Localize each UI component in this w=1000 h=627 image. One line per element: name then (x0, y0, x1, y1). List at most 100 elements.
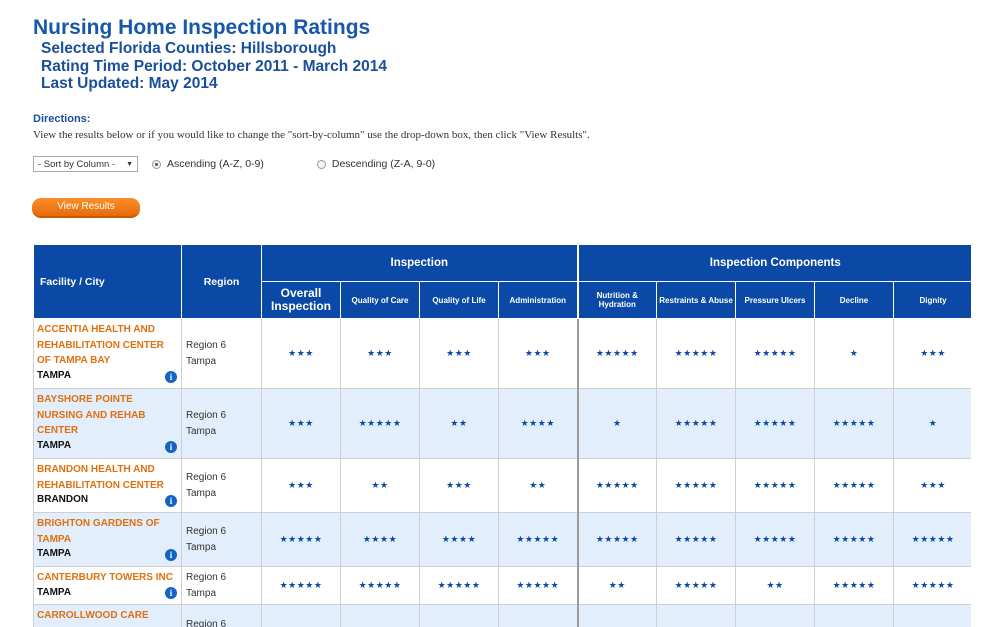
rating-stars (340, 604, 420, 627)
region-name: Region 6 (186, 471, 227, 483)
dropdown-arrow-icon: ▼ (126, 160, 133, 168)
rating-stars: ★★★★★ (893, 566, 971, 605)
rating-stars: ★★ (497, 458, 579, 513)
table-row: BAYSHORE POINTE NURSING AND REHAB CENTER… (33, 388, 971, 459)
region-city: Tampa (186, 541, 217, 553)
rating-stars: ★★★★★ (576, 512, 658, 567)
facility-cell: BRIGHTON GARDENS OF TAMPA TAMPA i (33, 512, 182, 567)
header-region[interactable]: Region (181, 244, 262, 319)
table-row: CANTERBURY TOWERS INC TAMPA i Region 6 Tampa… (33, 566, 971, 605)
rating-stars: ★★★★★ (656, 388, 737, 459)
region-cell: Region 6 Tampa (181, 388, 262, 459)
rating-stars: ★★★ (261, 388, 341, 459)
facility-name-link[interactable]: BRIGHTON GARDENS OF TAMPA (37, 518, 160, 545)
rating-stars: ★★★★★ (340, 388, 420, 459)
rating-stars: ★★★★★ (735, 318, 816, 389)
region-name: Region 6 (186, 339, 227, 351)
region-cell: Region 6 (181, 604, 262, 627)
rating-stars: ★★★ (419, 318, 499, 389)
facility-city: TAMPA (37, 439, 72, 451)
rating-stars (656, 604, 737, 627)
header-pressure[interactable]: Pressure Ulcers (735, 281, 816, 319)
rating-stars: ★★ (735, 566, 816, 605)
facility-cell: CARROLLWOOD CARE (33, 604, 182, 627)
header-quality-care[interactable]: Quality of Care (340, 281, 420, 319)
rating-stars: ★★★★★ (656, 318, 737, 389)
rating-stars: ★★★★★ (419, 566, 499, 605)
rating-stars: ★★★★★ (576, 458, 658, 513)
facility-cell: CANTERBURY TOWERS INC TAMPA i (33, 566, 182, 605)
rating-stars (893, 604, 971, 627)
rating-stars: ★★★★★ (814, 458, 895, 513)
directions-title: Directions: (33, 113, 91, 125)
facility-name-link[interactable]: CARROLLWOOD CARE (37, 610, 149, 621)
header-decline[interactable]: Decline (814, 281, 895, 319)
descending-radio[interactable] (316, 159, 326, 169)
header-components-group: Inspection Components (576, 244, 971, 282)
rating-stars: ★★★★★ (735, 458, 816, 513)
descending-option[interactable]: Descending (Z-A, 9-0) (316, 158, 435, 170)
rating-stars: ★★★ (893, 318, 971, 389)
header-overall[interactable]: Overall Inspection (261, 281, 341, 319)
sort-select-value: - Sort by Column - (38, 158, 116, 170)
page-title: Nursing Home Inspection Ratings (33, 16, 371, 39)
rating-stars: ★★★★★ (340, 566, 420, 605)
header-dignity[interactable]: Dignity (893, 281, 971, 319)
facility-name-link[interactable]: ACCENTIA HEALTH AND REHABILITATION CENTE… (37, 324, 164, 366)
rating-stars: ★★★★★ (735, 388, 816, 459)
rating-stars: ★ (576, 388, 658, 459)
rating-stars: ★★★★★ (893, 512, 971, 567)
rating-stars: ★★ (576, 566, 658, 605)
facility-cell: ACCENTIA HEALTH AND REHABILITATION CENTE… (33, 318, 182, 389)
region-cell: Region 6 Tampa (181, 566, 262, 605)
region-cell: Region 6 Tampa (181, 458, 262, 513)
info-icon[interactable]: i (165, 587, 177, 599)
last-updated: Last Updated: May 2014 (41, 75, 218, 92)
region-name: Region 6 (186, 618, 227, 627)
rating-stars: ★★★★ (419, 512, 499, 567)
selected-counties: Selected Florida Counties: Hillsborough (41, 40, 337, 57)
region-cell: Region 6 Tampa (181, 318, 262, 389)
rating-stars: ★★★ (261, 318, 341, 389)
header-quality-life[interactable]: Quality of Life (419, 281, 499, 319)
facility-city: BRANDON (37, 494, 89, 505)
facility-name-link[interactable]: BRANDON HEALTH AND REHABILITATION CENTER (37, 464, 164, 491)
header-administration[interactable]: Administration (497, 281, 579, 319)
table-row: ACCENTIA HEALTH AND REHABILITATION CENTE… (33, 318, 971, 389)
region-city: Tampa (186, 487, 217, 499)
info-icon[interactable]: i (165, 549, 177, 561)
view-results-button[interactable]: View Results (32, 198, 140, 218)
facility-cell: BAYSHORE POINTE NURSING AND REHAB CENTER… (33, 388, 182, 459)
ascending-radio[interactable] (152, 159, 161, 169)
rating-stars: ★★★★★ (261, 566, 341, 605)
rating-stars: ★★★★★ (497, 512, 579, 567)
facility-cell: BRANDON HEALTH AND REHABILITATION CENTER… (33, 458, 182, 513)
rating-stars: ★★★★★ (261, 512, 341, 567)
info-icon[interactable]: i (165, 441, 177, 453)
rating-stars: ★★★★★ (814, 388, 895, 459)
region-name: Region 6 (186, 571, 227, 583)
info-icon[interactable]: i (165, 495, 177, 507)
table-row: CARROLLWOOD CARE Region 6 (33, 604, 971, 627)
facility-name-link[interactable]: BAYSHORE POINTE NURSING AND REHAB CENTER (37, 394, 146, 436)
rating-stars: ★★★ (893, 458, 971, 513)
rating-stars (261, 604, 341, 627)
info-icon[interactable]: i (165, 371, 177, 383)
rating-stars: ★★★★★ (656, 566, 737, 605)
ratings-table-container: Facility / City Region Inspection Inspec… (33, 244, 971, 627)
sort-column-select[interactable]: - Sort by Column - ▼ (33, 156, 138, 172)
header-facility[interactable]: Facility / City (33, 244, 182, 319)
rating-stars (814, 604, 895, 627)
ascending-label: Ascending (A-Z, 0-9) (167, 158, 264, 170)
rating-stars: ★★★★ (497, 388, 579, 459)
region-city: Tampa (186, 425, 217, 437)
ascending-option[interactable]: Ascending (A-Z, 0-9) (152, 158, 264, 170)
rating-stars: ★★★ (419, 458, 499, 513)
header-restraints[interactable]: Restraints & Abuse (656, 281, 737, 319)
rating-stars: ★ (814, 318, 895, 389)
header-nutrition[interactable]: Nutrition & Hydration (576, 281, 658, 319)
sort-controls: - Sort by Column - ▼ Ascending (A-Z, 0-9… (33, 156, 435, 172)
header-inspection-group: Inspection (260, 244, 579, 282)
rating-stars: ★★ (340, 458, 420, 513)
facility-name-link[interactable]: CANTERBURY TOWERS INC (37, 572, 173, 583)
